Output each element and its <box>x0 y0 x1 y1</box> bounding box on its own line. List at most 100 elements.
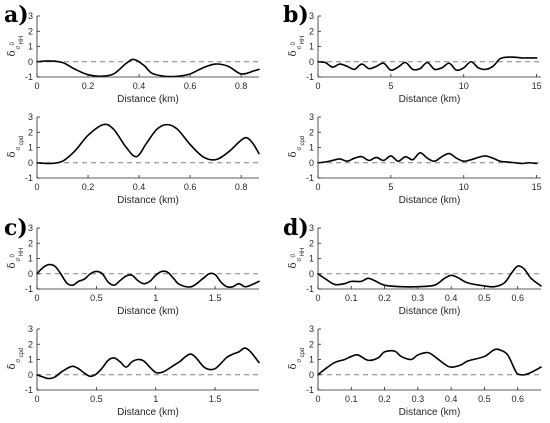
series-line <box>317 265 542 288</box>
y-axis-label: δσ0 HH <box>288 36 306 57</box>
x-tick-label: 0 <box>34 394 39 404</box>
x-axis-label: Distance (km) <box>399 195 461 206</box>
y-tick-label: 2 <box>309 339 314 349</box>
x-tick-label: 0 <box>34 293 39 303</box>
y-label-subscript: cpd <box>19 136 25 146</box>
x-tick-label: 5 <box>388 81 393 91</box>
series-line <box>317 56 538 72</box>
y-tick-label: -1 <box>25 72 33 82</box>
panel-label: a) <box>4 2 29 28</box>
x-tick-label: 10 <box>459 182 469 192</box>
y-tick-label: 0 <box>309 370 314 380</box>
x-tick-label: 0.3 <box>412 293 425 303</box>
y-label-sigma: σ <box>16 147 22 151</box>
x-tick-label: 1.5 <box>209 394 222 404</box>
x-tick-label: 0.6 <box>184 182 197 192</box>
series-line <box>36 263 260 288</box>
y-tick-label: 2 <box>28 26 33 36</box>
y-label-superscript: 0 <box>291 254 297 258</box>
y-axis-label: δσ0 HH <box>7 36 25 57</box>
y-tick-label: 0 <box>28 370 33 380</box>
y-tick-label: 1 <box>28 42 33 52</box>
y-tick-label: -1 <box>25 173 33 183</box>
x-axis-label: Distance (km) <box>399 407 461 418</box>
y-tick-label: 2 <box>309 127 314 137</box>
x-axis-label: Distance (km) <box>117 407 179 418</box>
x-tick-label: 0.4 <box>133 182 146 192</box>
y-tick-label: -1 <box>25 284 33 294</box>
y-label-sigma: σ <box>297 258 303 262</box>
x-tick-label: 15 <box>532 182 542 192</box>
x-tick-label: 0 <box>34 182 39 192</box>
y-tick-label: -1 <box>306 284 314 294</box>
y-label-subscript: HH <box>300 36 306 45</box>
x-tick-label: 10 <box>459 81 469 91</box>
x-tick-label: 0 <box>34 81 39 91</box>
y-tick-label: 1 <box>28 254 33 264</box>
y-tick-label: 2 <box>28 339 33 349</box>
y-label-sigma: σ <box>297 46 303 50</box>
y-label-main: δ <box>7 363 18 369</box>
y-tick-label: 1 <box>28 355 33 365</box>
y-label-subscript: HH <box>19 36 25 45</box>
x-tick-label: 0.6 <box>511 394 524 404</box>
y-label-sigma: σ <box>297 147 303 151</box>
y-label-sigma: σ <box>297 359 303 363</box>
x-tick-label: 0.3 <box>412 394 425 404</box>
y-label-main: δ <box>7 50 18 56</box>
y-label-main: δ <box>288 151 299 157</box>
x-tick-label: 0.2 <box>378 293 391 303</box>
x-tick-label: 0.6 <box>184 81 197 91</box>
y-label-subscript: HH <box>19 248 25 257</box>
series-line <box>36 347 260 380</box>
x-tick-label: 1 <box>153 394 158 404</box>
x-tick-label: 1 <box>153 293 158 303</box>
x-tick-label: 0.4 <box>445 293 458 303</box>
x-axis-label: Distance (km) <box>399 94 461 105</box>
y-tick-label: 1 <box>309 355 314 365</box>
y-axis-label: δσ0 HH <box>7 248 25 269</box>
y-label-subscript: cpd <box>300 348 306 358</box>
y-label-sigma: σ <box>16 46 22 50</box>
x-axis-label: Distance (km) <box>117 195 179 206</box>
x-tick-label: 0.2 <box>82 81 95 91</box>
y-label-subscript: cpd <box>19 348 25 358</box>
series-line <box>317 348 542 376</box>
x-tick-label: 0.2 <box>82 182 95 192</box>
y-tick-label: 0 <box>309 57 314 67</box>
x-tick-label: 0.4 <box>445 394 458 404</box>
panel-label: b) <box>283 2 309 28</box>
x-tick-label: 15 <box>532 81 542 91</box>
y-tick-label: -1 <box>25 385 33 395</box>
y-tick-label: 3 <box>28 112 33 122</box>
y-label-sigma: σ <box>16 359 22 363</box>
y-tick-label: 0 <box>309 158 314 168</box>
y-tick-label: 1 <box>309 42 314 52</box>
y-tick-label: 3 <box>28 324 33 334</box>
y-tick-label: -1 <box>306 173 314 183</box>
x-tick-label: 0.5 <box>478 394 491 404</box>
x-tick-label: 0.5 <box>90 394 103 404</box>
x-axis-label: Distance (km) <box>117 306 179 317</box>
y-tick-label: 3 <box>309 112 314 122</box>
y-label-superscript: 0 <box>291 42 297 46</box>
y-tick-label: 0 <box>28 158 33 168</box>
x-tick-label: 0 <box>315 182 320 192</box>
y-tick-label: 2 <box>309 26 314 36</box>
y-label-main: δ <box>7 262 18 268</box>
y-label-superscript: 0 <box>10 42 16 46</box>
y-label-main: δ <box>288 363 299 369</box>
x-tick-label: 1.5 <box>209 293 222 303</box>
x-tick-label: 0.1 <box>345 293 358 303</box>
y-tick-label: 2 <box>309 238 314 248</box>
y-label-superscript: 0 <box>10 254 16 258</box>
